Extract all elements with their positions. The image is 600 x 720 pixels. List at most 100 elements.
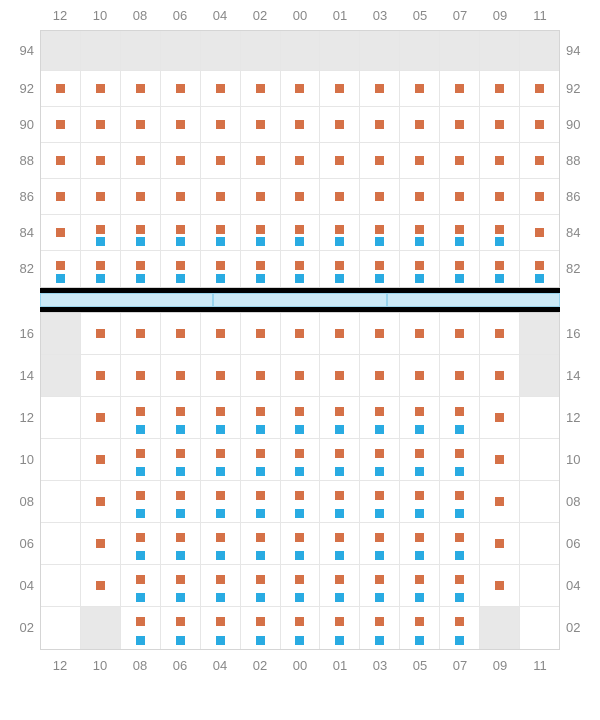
seat-cell[interactable] [121,107,161,143]
seat-cell[interactable] [241,481,281,523]
seat-cell[interactable] [360,313,400,355]
seat-cell[interactable] [480,71,520,107]
seat-cell[interactable] [161,179,201,215]
seat-cell[interactable] [520,31,559,71]
seat-cell[interactable] [360,143,400,179]
seat-cell[interactable] [360,355,400,397]
seat-cell[interactable] [201,439,241,481]
seat-cell[interactable] [440,71,480,107]
seat-cell[interactable] [281,565,321,607]
seat-cell[interactable] [400,355,440,397]
seat-cell[interactable] [241,107,281,143]
seat-cell[interactable] [480,481,520,523]
seat-cell[interactable] [41,523,81,565]
seat-cell[interactable] [201,523,241,565]
seat-cell[interactable] [440,397,480,439]
seat-cell[interactable] [440,607,480,649]
seat-cell[interactable] [121,313,161,355]
seat-cell[interactable] [41,607,81,649]
seat-cell[interactable] [161,251,201,287]
seat-cell[interactable] [201,355,241,397]
seat-cell[interactable] [360,179,400,215]
seat-cell[interactable] [281,143,321,179]
seat-cell[interactable] [241,251,281,287]
seat-cell[interactable] [360,607,400,649]
seat-cell[interactable] [121,565,161,607]
seat-cell[interactable] [281,439,321,481]
seat-cell[interactable] [281,71,321,107]
seat-cell[interactable] [320,107,360,143]
seat-cell[interactable] [121,251,161,287]
seat-cell[interactable] [320,523,360,565]
seat-cell[interactable] [241,439,281,481]
seat-cell[interactable] [81,565,121,607]
seat-cell[interactable] [161,439,201,481]
seat-cell[interactable] [320,251,360,287]
seat-cell[interactable] [161,523,201,565]
seat-cell[interactable] [400,143,440,179]
seat-cell[interactable] [161,107,201,143]
seat-cell[interactable] [81,481,121,523]
seat-cell[interactable] [41,179,81,215]
seat-cell[interactable] [201,107,241,143]
seat-cell[interactable] [440,179,480,215]
seat-cell[interactable] [480,215,520,251]
seat-cell[interactable] [241,355,281,397]
seat-cell[interactable] [41,439,81,481]
seat-cell[interactable] [360,215,400,251]
seat-cell[interactable] [400,523,440,565]
seat-cell[interactable] [360,439,400,481]
seat-cell[interactable] [480,355,520,397]
seat-cell[interactable] [81,251,121,287]
seat-cell[interactable] [440,215,480,251]
seat-cell[interactable] [201,481,241,523]
seat-cell[interactable] [81,523,121,565]
seat-cell[interactable] [360,31,400,71]
seat-cell[interactable] [81,397,121,439]
seat-cell[interactable] [81,107,121,143]
seat-cell[interactable] [360,107,400,143]
seat-cell[interactable] [520,355,559,397]
seat-cell[interactable] [520,107,559,143]
seat-cell[interactable] [320,313,360,355]
seat-cell[interactable] [161,355,201,397]
seat-cell[interactable] [241,565,281,607]
seat-cell[interactable] [520,523,559,565]
seat-cell[interactable] [440,565,480,607]
seat-cell[interactable] [201,313,241,355]
seat-cell[interactable] [81,355,121,397]
seat-cell[interactable] [161,31,201,71]
seat-cell[interactable] [41,355,81,397]
seat-cell[interactable] [400,439,440,481]
seat-cell[interactable] [41,565,81,607]
seat-cell[interactable] [241,215,281,251]
seat-cell[interactable] [480,107,520,143]
seat-cell[interactable] [81,313,121,355]
seat-cell[interactable] [121,31,161,71]
seat-cell[interactable] [161,607,201,649]
seat-cell[interactable] [520,179,559,215]
seat-cell[interactable] [520,251,559,287]
seat-cell[interactable] [520,481,559,523]
seat-cell[interactable] [520,71,559,107]
seat-cell[interactable] [480,251,520,287]
seat-cell[interactable] [320,355,360,397]
seat-cell[interactable] [440,107,480,143]
seat-cell[interactable] [400,31,440,71]
seat-cell[interactable] [440,523,480,565]
seat-cell[interactable] [480,31,520,71]
seat-cell[interactable] [161,481,201,523]
seat-cell[interactable] [480,143,520,179]
seat-cell[interactable] [201,565,241,607]
seat-cell[interactable] [201,179,241,215]
seat-cell[interactable] [320,215,360,251]
seat-cell[interactable] [480,565,520,607]
seat-cell[interactable] [201,397,241,439]
seat-cell[interactable] [480,179,520,215]
seat-cell[interactable] [121,179,161,215]
seat-cell[interactable] [360,565,400,607]
seat-cell[interactable] [81,71,121,107]
seat-cell[interactable] [281,179,321,215]
seat-cell[interactable] [41,31,81,71]
seat-cell[interactable] [520,439,559,481]
